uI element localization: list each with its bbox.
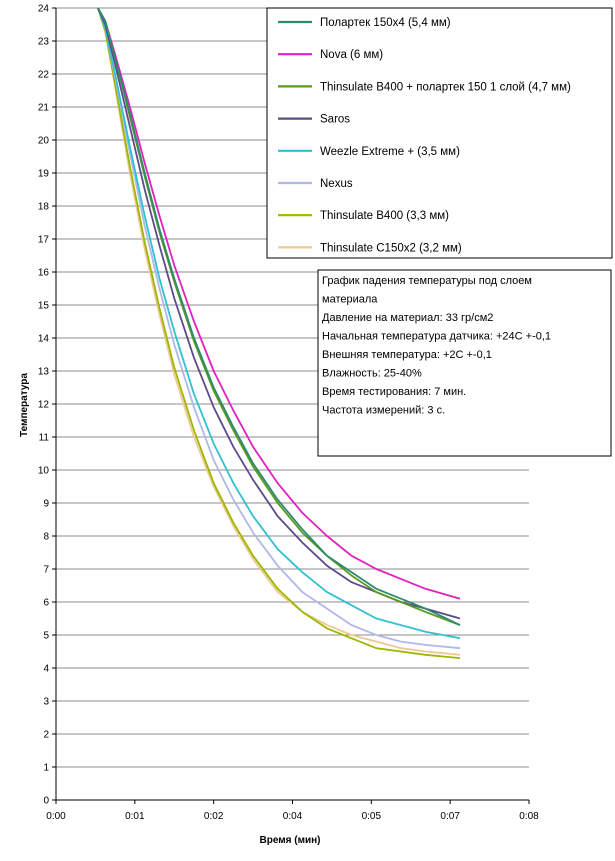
legend: Полартек 150x4 (5,4 мм) Nova (6 мм) Thinsu… [266,7,613,259]
y-tick-label: 18 [38,202,50,213]
y-tick-label: 0 [43,796,49,807]
annotation-line: материала [322,294,378,306]
y-tick-label: 19 [38,169,50,180]
y-tick-label: 7 [43,565,49,576]
x-tick-label: 0:02 [204,811,224,822]
series-line [97,7,461,640]
legend-entry: Nova (6 мм) [320,49,383,61]
legend-entry: Thinsulate C150x2 (3,2 мм) [320,242,462,254]
y-tick-label: 10 [38,466,50,477]
y-tick-label: 12 [38,400,50,411]
y-tick-label: 5 [43,631,49,642]
legend-entry: Thinsulate B400 + полартек 150 1 слой (4… [320,81,571,93]
x-tick-label: 0:00 [46,811,66,822]
series-line [97,7,461,656]
legend-entry: Полартек 150x4 (5,4 мм) [320,17,451,29]
y-tick-label: 14 [38,334,50,345]
legend-box [266,7,613,259]
x-tick-label: 0:08 [519,811,539,822]
y-tick-label: 20 [38,136,50,147]
x-tick-labels: 0:00 0:01 0:02 0:04 0:05 0:07 0:08 [46,800,539,822]
y-tick-label: 4 [43,664,49,675]
annotation-line: Внешняя температура: +2С +-0,1 [322,349,492,361]
y-tick-label: 9 [43,499,49,510]
x-axis-title: Время (мин) [259,835,320,846]
y-tick-label: 13 [38,367,50,378]
legend-entry: Nexus [320,178,353,190]
y-tick-label: 15 [38,301,50,312]
y-tick-label: 24 [38,4,50,15]
legend-entry: Thinsulate B400 (3,3 мм) [320,210,449,222]
x-tick-label: 0:07 [440,811,460,822]
x-tick-label: 0:05 [362,811,382,822]
annotation-line: Время тестирования: 7 мин. [322,386,466,398]
plot-lines [97,7,461,659]
y-tick-label: 21 [38,103,50,114]
legend-entry: Saros [320,114,350,126]
annotation-line: Влажность: 25-40% [322,368,422,380]
annotation-line: Частота измерений: 3 с. [322,405,445,417]
y-tick-label: 6 [43,598,49,609]
series-line [97,7,461,650]
y-tick-label: 11 [39,433,50,444]
series-line [97,7,461,659]
y-tick-label: 1 [43,763,49,774]
annotation-box: График падения температуры под слоем мате… [317,269,612,457]
y-tick-label: 22 [38,70,50,81]
x-tick-label: 0:01 [125,811,145,822]
annotation-frame [317,269,612,457]
series-line [97,7,461,626]
y-tick-label: 23 [38,37,50,48]
y-tick-label: 16 [38,268,50,279]
y-tick-label: 17 [38,235,50,246]
annotation-line: График падения температуры под слоем [322,275,532,287]
legend-entry: Weezle Extreme + (3,5 мм) [320,146,460,158]
y-tick-label: 2 [43,730,49,741]
annotation-line: Давление на материал: 33 гр/см2 [322,312,493,324]
y-axis-title: Температура [19,373,30,437]
y-tick-label: 3 [43,697,49,708]
x-tick-label: 0:04 [283,811,303,822]
annotation-line: Начальная температура датчика: +24С +-0,… [322,331,551,343]
y-tick-label: 8 [43,532,49,543]
series-line [97,7,461,600]
